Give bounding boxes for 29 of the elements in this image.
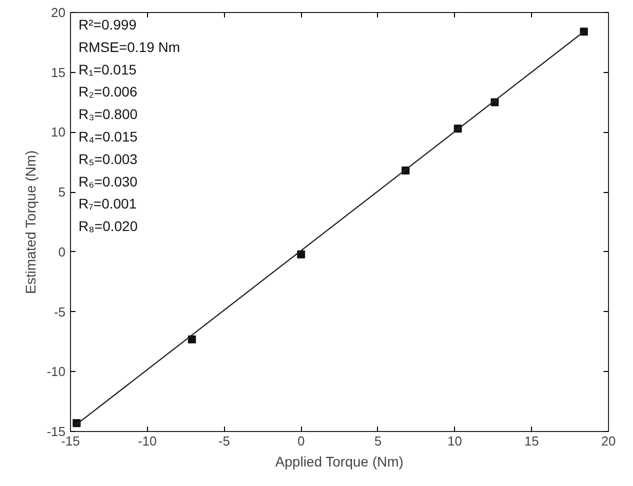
x-tick-label: 10 bbox=[448, 434, 462, 448]
annotation: RMSE=0.19 Nm bbox=[78, 38, 180, 55]
x-axis-title: Applied Torque (Nm) bbox=[275, 454, 404, 470]
y-tick-label: 5 bbox=[58, 184, 66, 200]
y-tick-label: 20 bbox=[51, 5, 66, 20]
x-tick-label: 0 bbox=[297, 434, 305, 448]
annotation: R₅=0.003 bbox=[78, 150, 138, 167]
annotation: R₂=0.006 bbox=[78, 84, 138, 100]
y-tick-label: 10 bbox=[51, 124, 66, 140]
y-tick-label: 15 bbox=[51, 64, 66, 80]
annotation: R₄=0.015 bbox=[78, 128, 138, 144]
y-tick-label: 0 bbox=[58, 244, 66, 260]
y-tick-label: -15 bbox=[46, 424, 66, 439]
x-tick-label: 15 bbox=[524, 434, 539, 448]
y-axis-title: Estimated Torque (Nm) bbox=[22, 150, 39, 294]
x-tick-label: 5 bbox=[374, 434, 382, 448]
y-tick-label: -5 bbox=[54, 304, 66, 320]
annotation: R₆=0.030 bbox=[78, 173, 138, 190]
annotation: R₁=0.015 bbox=[78, 61, 137, 78]
x-tick-label: 20 bbox=[601, 434, 616, 448]
point bbox=[297, 250, 306, 258]
x-tick-label: -10 bbox=[138, 434, 157, 448]
annotation: R₃=0.800 bbox=[78, 106, 138, 122]
annotation: R₈=0.020 bbox=[78, 218, 138, 234]
annotation: R₇=0.001 bbox=[78, 196, 137, 212]
point bbox=[188, 335, 196, 344]
y-tick-label: -10 bbox=[46, 364, 66, 380]
x-tick-label: -5 bbox=[218, 434, 230, 448]
annotation: R²=0.999 bbox=[78, 16, 137, 32]
